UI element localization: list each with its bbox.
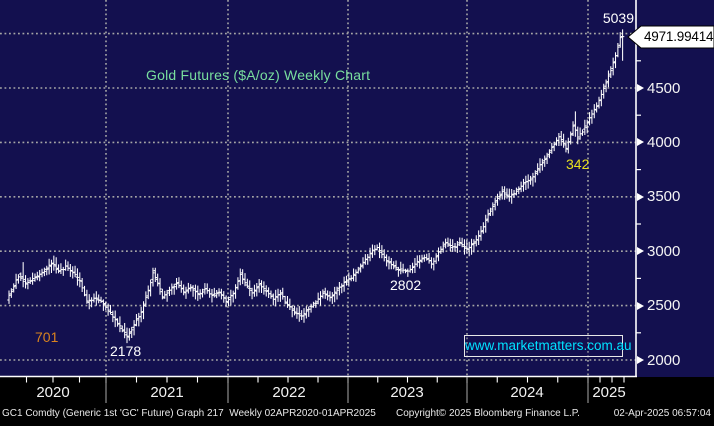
x-axis-year-2024: 2024	[510, 384, 544, 401]
y-axis-label-2000: 2000	[637, 351, 680, 370]
y-axis-label-4500: 4500	[637, 79, 680, 98]
y-axis-tick-text: 3500	[647, 188, 681, 206]
y-axis-tick-text: 3000	[647, 242, 681, 260]
annotation-701: 701	[35, 329, 59, 345]
x-axis-year-2025: 2025	[592, 384, 626, 401]
annotation-2802: 2802	[390, 277, 422, 293]
y-axis-tick-text: 2000	[647, 351, 681, 369]
chart-title: Gold Futures ($A/oz) Weekly Chart	[146, 67, 371, 83]
x-axis-year-2020: 2020	[36, 384, 70, 401]
footer-copyright: Copyright© 2025 Bloomberg Finance L.P.	[396, 408, 580, 419]
annotation-2178: 2178	[110, 343, 142, 359]
watermark-link[interactable]: www.marketmatters.com.au	[464, 335, 632, 357]
bottom-axis-strip	[0, 377, 714, 426]
axis-arrow-icon	[637, 192, 644, 201]
annotation-342: 342	[566, 156, 590, 172]
y-axis-label-2500: 2500	[637, 296, 680, 315]
ohlc-bars	[7, 29, 625, 344]
x-axis-year-2021: 2021	[150, 384, 184, 401]
annotation-5039: 5039	[602, 10, 634, 26]
y-axis-tick-text: 4000	[647, 133, 681, 151]
x-axis-year-2023: 2023	[390, 384, 424, 401]
y-axis-label-3000: 3000	[637, 242, 680, 261]
footer-security-info: GC1 Comdty (Generic 1st 'GC' Future) Gra…	[2, 408, 376, 419]
y-axis-label-3500: 3500	[637, 187, 680, 206]
axis-arrow-icon	[637, 247, 644, 256]
last-price-tag-shape	[627, 25, 714, 49]
last-price-tag: 4971.99414	[644, 29, 714, 44]
y-axis-tick-text: 4500	[647, 79, 681, 97]
footer-timestamp: 02-Apr-2025 06:57:04	[613, 408, 711, 419]
axis-arrow-icon	[637, 138, 644, 147]
y-axis-label-4000: 4000	[637, 133, 680, 152]
axis-arrow-icon	[637, 356, 644, 364]
x-axis-year-2022: 2022	[272, 384, 306, 401]
axis-arrow-icon	[637, 301, 644, 310]
axis-arrow-icon	[637, 84, 644, 92]
y-axis-tick-text: 2500	[647, 297, 681, 315]
